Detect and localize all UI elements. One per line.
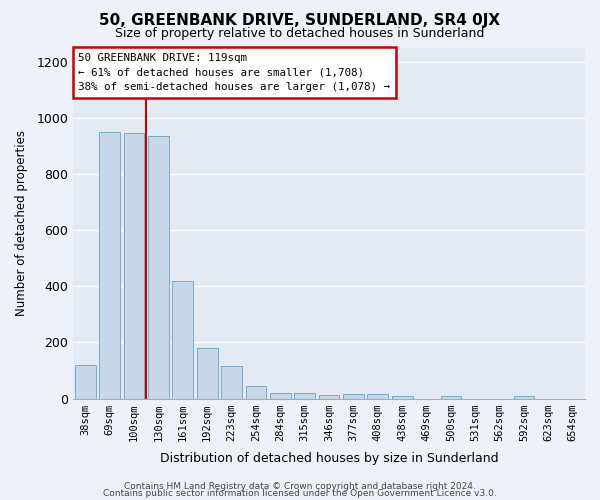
Bar <box>221 366 242 398</box>
Text: 50 GREENBANK DRIVE: 119sqm
← 61% of detached houses are smaller (1,708)
38% of s: 50 GREENBANK DRIVE: 119sqm ← 61% of deta… <box>78 53 390 92</box>
Text: 50, GREENBANK DRIVE, SUNDERLAND, SR4 0JX: 50, GREENBANK DRIVE, SUNDERLAND, SR4 0JX <box>100 12 500 28</box>
X-axis label: Distribution of detached houses by size in Sunderland: Distribution of detached houses by size … <box>160 452 499 465</box>
Bar <box>319 395 340 398</box>
Text: Size of property relative to detached houses in Sunderland: Size of property relative to detached ho… <box>115 28 485 40</box>
Text: Contains public sector information licensed under the Open Government Licence v3: Contains public sector information licen… <box>103 490 497 498</box>
Bar <box>392 396 413 398</box>
Bar <box>148 136 169 398</box>
Text: Contains HM Land Registry data © Crown copyright and database right 2024.: Contains HM Land Registry data © Crown c… <box>124 482 476 491</box>
Bar <box>75 365 95 398</box>
Y-axis label: Number of detached properties: Number of detached properties <box>15 130 28 316</box>
Bar <box>172 280 193 398</box>
Bar <box>99 132 120 398</box>
Bar <box>245 386 266 398</box>
Bar <box>197 348 218 399</box>
Bar <box>367 394 388 398</box>
Bar <box>343 394 364 398</box>
Bar <box>440 396 461 398</box>
Bar <box>294 393 315 398</box>
Bar <box>270 393 290 398</box>
Bar <box>514 396 535 398</box>
Bar <box>124 133 145 398</box>
